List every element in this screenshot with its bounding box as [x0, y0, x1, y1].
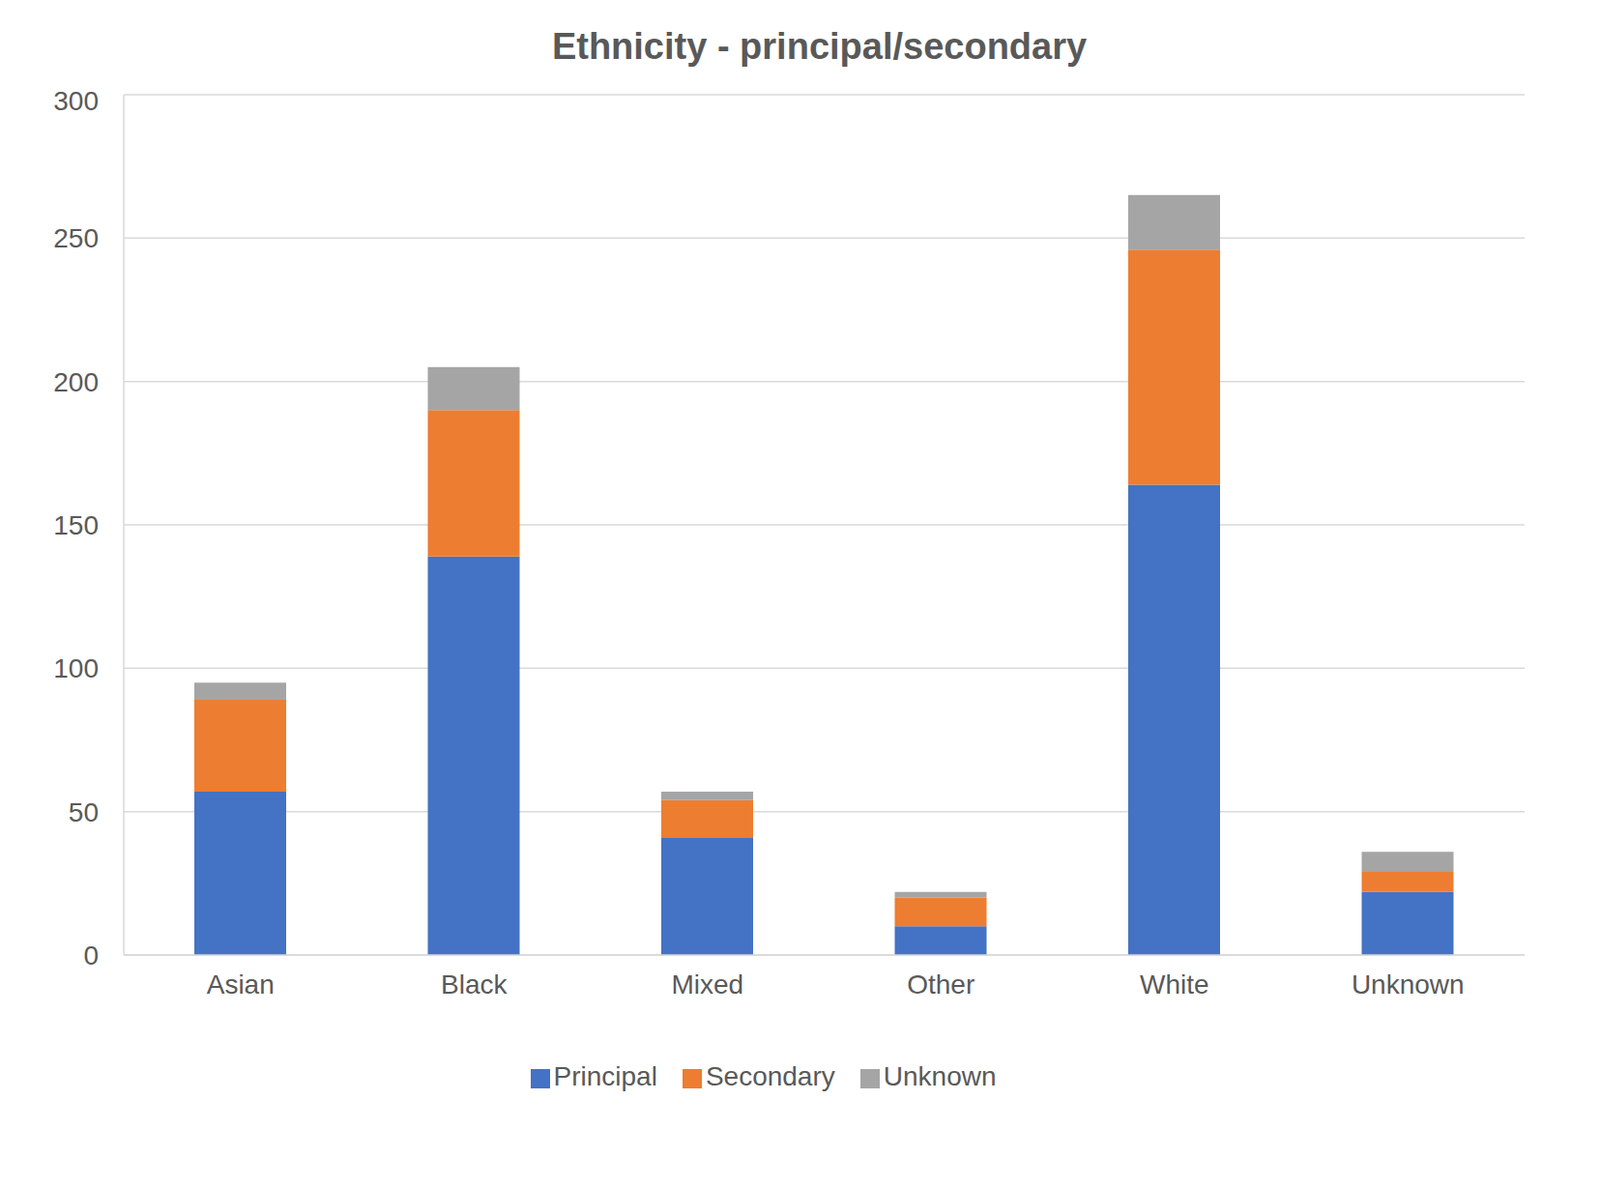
svg-text:0: 0	[83, 940, 99, 971]
svg-text:Mixed: Mixed	[670, 969, 744, 1000]
html-text:Principal: Principal	[553, 1061, 658, 1092]
svg-text:Other: Other	[906, 969, 975, 1000]
svg-text:200: 200	[53, 367, 99, 398]
svg-text:300: 300	[53, 86, 99, 117]
svg-text:Black: Black	[440, 969, 508, 1000]
html-text:Secondary: Secondary	[705, 1061, 836, 1092]
svg-text:Asian: Asian	[206, 969, 275, 1000]
svg-text:250: 250	[53, 223, 99, 254]
svg-text:100: 100	[53, 653, 99, 684]
html-text:Ethnicity - principal/secondar: Ethnicity - principal/secondary	[551, 25, 1087, 67]
html-text:Unknown: Unknown	[883, 1061, 997, 1092]
svg-text:Unknown: Unknown	[1351, 969, 1465, 1000]
svg-text:White: White	[1139, 969, 1210, 1000]
svg-text:150: 150	[53, 510, 99, 541]
svg-text:50: 50	[68, 797, 99, 828]
